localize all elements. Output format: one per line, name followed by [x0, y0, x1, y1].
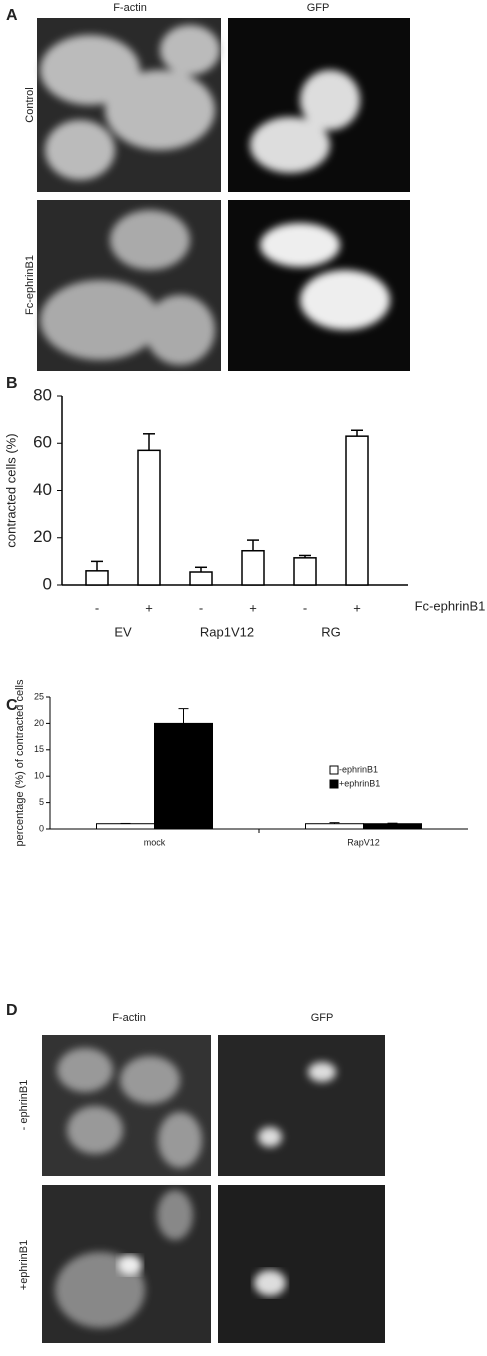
legend-label: -ephrinB1	[339, 764, 378, 774]
bar	[363, 823, 422, 830]
bar	[293, 557, 317, 586]
panel-label: C	[6, 697, 18, 714]
x-tick-label: -	[95, 600, 99, 615]
bar	[85, 570, 109, 586]
x-tick-label: +	[353, 600, 361, 615]
bar	[241, 549, 265, 586]
column-header: F-actin	[112, 1012, 146, 1024]
y-tick-label: 0	[43, 574, 52, 593]
micrograph	[218, 1185, 385, 1343]
y-tick-label: 40	[33, 480, 52, 499]
micrograph	[37, 200, 221, 371]
micrograph	[42, 1035, 211, 1176]
micrograph	[228, 200, 410, 371]
y-tick-label: 60	[33, 433, 52, 452]
group-label: Rap1V12	[200, 624, 254, 639]
y-tick-label: 5	[39, 797, 44, 807]
row-label: - ephrinB1	[18, 1080, 30, 1131]
y-tick-label: 25	[34, 691, 44, 701]
group-label: EV	[114, 624, 132, 639]
y-axis-title: contracted cells (%)	[3, 433, 18, 547]
bar	[96, 823, 155, 830]
row-label: Control	[24, 87, 36, 122]
y-tick-label: 80	[33, 385, 52, 404]
x-tick-label: -	[199, 600, 203, 615]
legend-swatch	[329, 779, 339, 789]
group-label: RG	[321, 624, 341, 639]
column-header: GFP	[307, 2, 330, 14]
column-header: F-actin	[113, 2, 147, 14]
bar	[154, 722, 213, 830]
legend-swatch	[329, 765, 339, 775]
x-tick-label: -	[303, 600, 307, 615]
row-label: Fc-ephrinB1	[24, 255, 36, 315]
row-label: +ephrinB1	[18, 1240, 30, 1290]
bar	[189, 571, 213, 586]
bar	[345, 435, 369, 586]
x-tick-label: +	[145, 600, 153, 615]
y-axis-title: percentage (%) of contracted cells	[14, 679, 26, 846]
x-row-label: Fc-ephrinB1	[415, 598, 486, 613]
y-tick-label: 15	[34, 744, 44, 754]
x-tick-label: mock	[144, 837, 166, 847]
micrograph	[218, 1035, 385, 1176]
micrograph	[37, 18, 221, 192]
panel-label: A	[6, 7, 18, 24]
micrograph	[228, 18, 410, 192]
panel-label: B	[6, 375, 18, 392]
column-header: GFP	[311, 1012, 334, 1024]
bar	[137, 449, 161, 586]
panel-label: D	[6, 1002, 18, 1019]
y-tick-label: 20	[34, 718, 44, 728]
y-tick-label: 10	[34, 771, 44, 781]
x-tick-label: +	[249, 600, 257, 615]
bar	[305, 823, 364, 830]
x-tick-label: RapV12	[347, 837, 380, 847]
micrograph	[42, 1185, 211, 1343]
y-tick-label: 0	[39, 823, 44, 833]
legend-label: +ephrinB1	[339, 778, 380, 788]
y-tick-label: 20	[33, 527, 52, 546]
